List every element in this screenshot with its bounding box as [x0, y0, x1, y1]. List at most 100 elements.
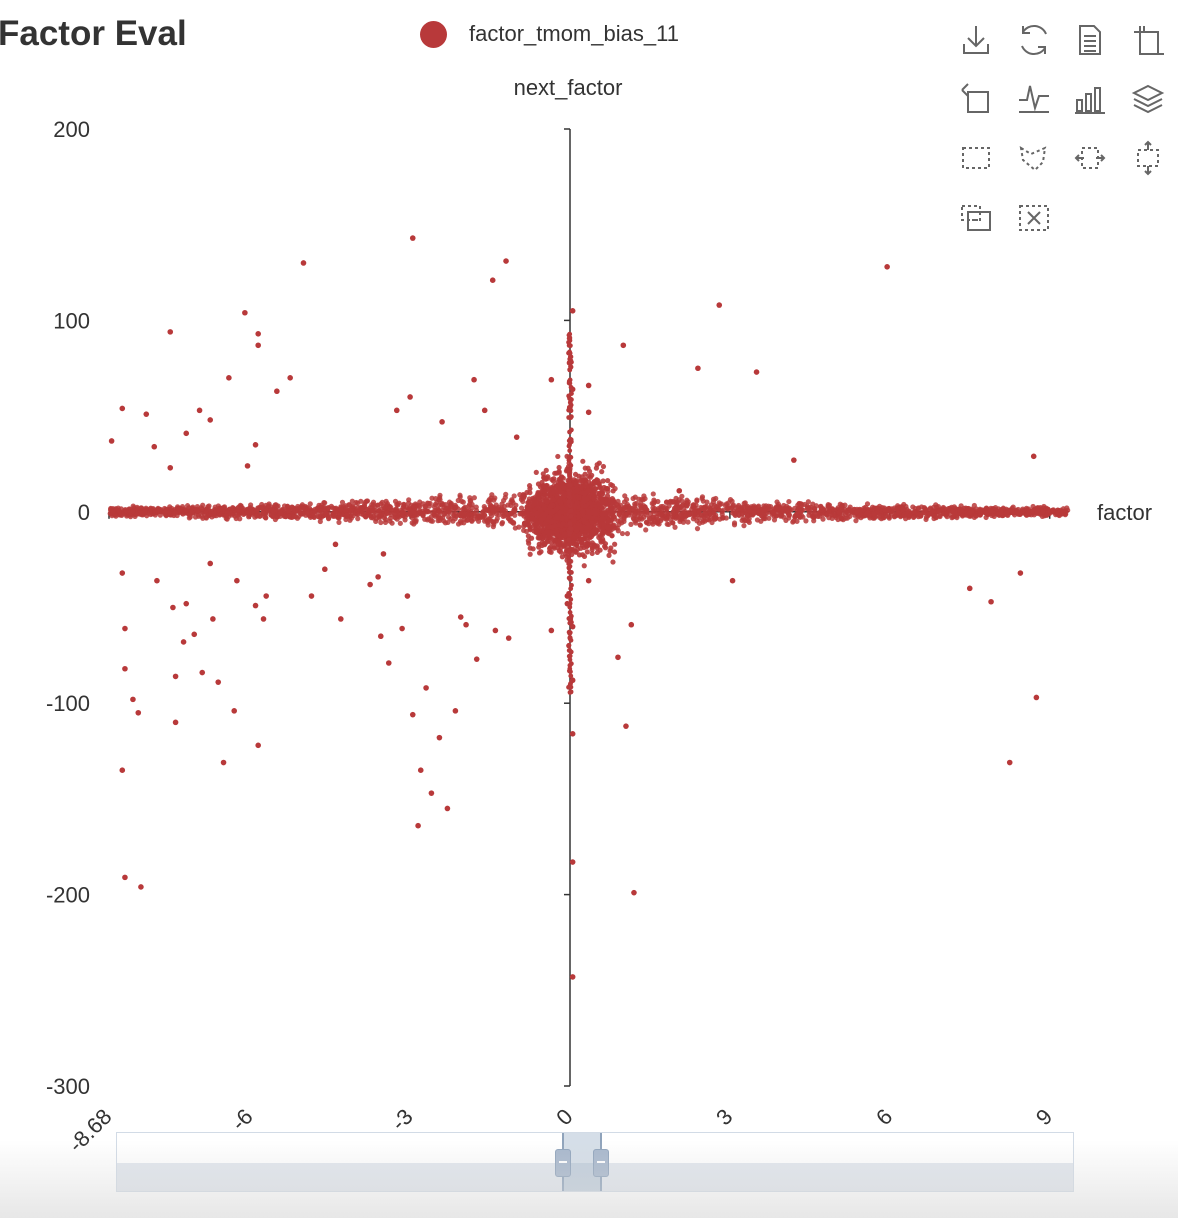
clear-brush-icon[interactable]: [1012, 196, 1056, 240]
data-point: [441, 511, 447, 518]
data-point: [471, 376, 477, 383]
data-point: [533, 521, 539, 528]
data-zoom-handle-left[interactable]: [555, 1149, 571, 1177]
data-point: [713, 515, 719, 522]
bar-chart-icon[interactable]: [1068, 76, 1112, 120]
data-point: [716, 506, 722, 512]
data-point: [481, 512, 488, 518]
stack-icon[interactable]: [1126, 76, 1170, 120]
data-point: [566, 454, 572, 460]
data-point: [643, 527, 649, 533]
data-point: [512, 508, 518, 514]
data-point: [489, 277, 496, 284]
data-point: [380, 551, 387, 557]
brush-icon[interactable]: [954, 196, 998, 240]
data-point: [311, 512, 318, 518]
data-point: [252, 602, 259, 609]
zoom-reset-icon[interactable]: [954, 76, 998, 120]
lasso-select-icon[interactable]: [1012, 136, 1056, 180]
data-point: [179, 503, 186, 510]
data-point: [835, 516, 841, 523]
data-point: [936, 508, 942, 515]
data-point: [152, 512, 158, 518]
data-point: [236, 507, 242, 513]
data-point: [602, 545, 609, 551]
data-point: [632, 503, 638, 509]
data-point: [695, 365, 701, 372]
data-point: [451, 512, 457, 518]
data-point: [379, 499, 385, 505]
data-point: [1058, 511, 1064, 517]
data-point: [915, 505, 922, 511]
clear-select-icon[interactable]: [1126, 136, 1170, 180]
refresh-icon[interactable]: [1012, 18, 1056, 62]
data-point: [525, 533, 531, 539]
data-point: [616, 512, 622, 518]
data-point: [886, 515, 892, 521]
data-point: [580, 498, 587, 505]
data-point: [424, 517, 430, 523]
data-point: [363, 514, 369, 520]
data-point: [586, 534, 593, 540]
data-point: [670, 509, 676, 515]
data-point: [637, 503, 643, 509]
line-chart-icon[interactable]: [1012, 76, 1056, 120]
data-point: [711, 510, 717, 516]
data-point: [778, 513, 785, 519]
data-view-icon[interactable]: [1068, 18, 1112, 62]
data-zoom-window[interactable]: [555, 1133, 609, 1191]
data-point: [671, 499, 677, 505]
data-point: [277, 510, 284, 517]
data-zoom-slider[interactable]: [116, 1132, 1074, 1192]
data-point: [252, 442, 259, 448]
data-point: [900, 506, 906, 513]
data-point: [481, 407, 488, 414]
data-point: [431, 503, 437, 510]
data-point: [567, 620, 573, 626]
data-point: [608, 481, 614, 488]
data-point: [965, 506, 971, 512]
data-point: [452, 708, 459, 714]
data-point: [582, 503, 589, 509]
y-axis-name: next_factor: [514, 75, 623, 100]
data-point: [741, 517, 747, 523]
data-point: [585, 409, 592, 416]
data-point: [368, 515, 374, 521]
data-point: [560, 520, 566, 527]
data-point: [501, 497, 507, 504]
download-icon[interactable]: [954, 18, 998, 62]
data-point: [656, 511, 662, 517]
data-zoom-handle-right[interactable]: [593, 1149, 609, 1177]
data-point: [636, 496, 642, 502]
data-point: [409, 515, 415, 521]
data-point: [350, 513, 356, 519]
data-point: [207, 560, 214, 567]
data-point: [579, 477, 585, 483]
data-point: [167, 464, 174, 471]
data-point: [584, 549, 590, 555]
data-point: [567, 367, 573, 373]
data-point: [554, 515, 560, 521]
data-point: [998, 510, 1004, 516]
y-tick-label: -200: [46, 883, 90, 908]
data-point: [605, 477, 611, 484]
data-point: [254, 507, 260, 513]
data-point: [567, 436, 573, 442]
data-point: [568, 526, 574, 532]
data-point: [988, 598, 994, 605]
data-point: [598, 539, 604, 545]
data-point: [234, 577, 240, 584]
data-point: [199, 506, 205, 512]
data-point: [566, 643, 572, 649]
keep-select-icon[interactable]: [1068, 136, 1112, 180]
data-point: [527, 525, 533, 532]
y-tick-label: -300: [46, 1074, 90, 1099]
data-point: [270, 508, 276, 514]
rect-select-icon[interactable]: [954, 136, 998, 180]
data-point: [858, 507, 864, 513]
zoom-icon[interactable]: [1126, 18, 1170, 62]
legend-item[interactable]: factor_tmom_bias_11: [420, 18, 679, 50]
data-point: [610, 559, 616, 565]
data-point: [545, 490, 551, 496]
